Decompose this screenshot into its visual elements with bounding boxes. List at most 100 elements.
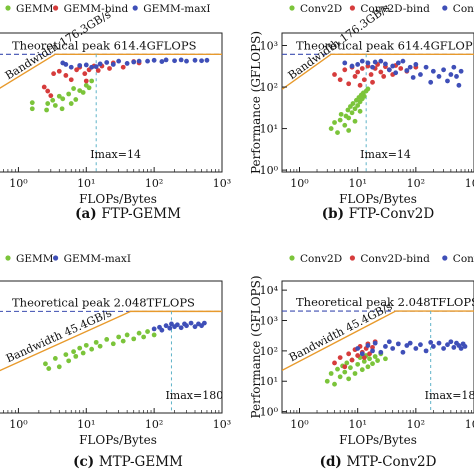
data-point xyxy=(352,74,358,79)
data-point xyxy=(445,342,450,348)
data-point xyxy=(410,75,416,80)
x-tick-label: 10⁰ xyxy=(290,418,309,431)
data-point xyxy=(357,108,363,114)
data-point xyxy=(386,67,392,73)
data-point xyxy=(178,57,184,63)
data-point xyxy=(66,91,72,97)
data-point xyxy=(46,366,52,371)
data-point xyxy=(365,343,371,348)
data-point xyxy=(97,343,103,349)
data-point xyxy=(172,58,177,64)
data-point xyxy=(365,60,371,66)
peak-label: Theoretical peak 2.048TFLOPS xyxy=(296,295,474,309)
data-point xyxy=(404,343,410,348)
data-point xyxy=(342,122,348,128)
data-point xyxy=(342,369,348,375)
x-tick-label: 10³ xyxy=(213,418,231,431)
data-point xyxy=(136,58,142,64)
data-point xyxy=(359,58,365,64)
data-point xyxy=(337,77,343,83)
series-gemm-maxi xyxy=(60,57,210,70)
caption-label: (b) xyxy=(322,206,349,222)
data-point xyxy=(370,64,375,70)
data-point xyxy=(413,346,419,351)
x-tick-label: 10² xyxy=(145,177,163,190)
panel-caption: (c) MTP-GEMM xyxy=(73,454,183,470)
data-point xyxy=(350,101,356,106)
data-point xyxy=(349,357,355,363)
data-point xyxy=(370,361,375,367)
y-tick-label: 10⁰ xyxy=(260,164,279,177)
data-point xyxy=(418,342,423,348)
data-point xyxy=(192,57,198,63)
data-point xyxy=(352,118,358,124)
data-point xyxy=(407,64,413,70)
data-point xyxy=(95,68,101,73)
y-tick-label: 10¹ xyxy=(260,123,278,136)
data-point xyxy=(45,101,51,106)
data-point xyxy=(335,366,340,372)
data-point xyxy=(355,103,361,108)
data-point xyxy=(413,62,419,67)
imax-label: Imax=14 xyxy=(90,148,141,161)
legend-entry: GEMM xyxy=(16,3,54,15)
data-point xyxy=(357,82,363,88)
data-point xyxy=(349,110,355,116)
data-point xyxy=(41,84,47,90)
x-tick-label: 10¹ xyxy=(348,177,366,190)
legend-entry: Conv2D xyxy=(300,3,342,15)
plot-content xyxy=(282,53,474,172)
data-point xyxy=(63,352,69,357)
data-point xyxy=(335,130,340,135)
data-point xyxy=(400,58,406,64)
data-point xyxy=(368,72,374,77)
caption-label: (a) xyxy=(75,206,101,222)
roofline-line xyxy=(282,310,474,372)
data-point xyxy=(68,64,74,70)
data-point xyxy=(120,338,126,344)
caption-label: (c) xyxy=(73,454,99,470)
data-point xyxy=(367,351,372,357)
data-point xyxy=(456,82,462,88)
data-point xyxy=(86,85,92,91)
caption-text: MTP-GEMM xyxy=(99,454,183,470)
data-point xyxy=(390,63,396,69)
data-point xyxy=(63,73,69,78)
data-point xyxy=(430,344,436,349)
data-point xyxy=(163,57,169,63)
data-point xyxy=(370,345,375,350)
data-point xyxy=(110,62,116,67)
series-conv2d-maxi xyxy=(355,339,468,357)
y-axis-label: Performance (GFLOPS) xyxy=(249,275,263,418)
y-tick-label: 10³ xyxy=(260,40,278,53)
data-point xyxy=(451,345,457,350)
data-point xyxy=(345,107,351,113)
x-tick-label: 10² xyxy=(407,177,425,190)
data-point xyxy=(60,96,66,102)
x-axis-label: FLOPs/Bytes xyxy=(339,433,417,447)
x-tick-label: 10¹ xyxy=(77,418,95,431)
data-point xyxy=(159,59,165,64)
data-point xyxy=(43,361,48,367)
bandwidth-label: Bandwidth 45.4GB/s xyxy=(4,306,114,365)
data-point xyxy=(359,66,365,71)
x-tick-label: 10² xyxy=(407,418,425,431)
data-point xyxy=(116,334,122,340)
caption-text: FTP-Conv2D xyxy=(349,206,435,222)
data-point xyxy=(136,330,142,336)
data-point xyxy=(367,356,372,362)
chart-panel-b: 10⁰ 10¹ 10² 10³ 10⁰ 10¹ 10² 10³ FLOPs/Bytes Perfo… xyxy=(249,1,474,222)
data-point xyxy=(441,67,446,73)
data-point xyxy=(383,61,388,67)
data-point xyxy=(359,367,365,373)
data-point xyxy=(418,72,423,77)
data-point xyxy=(458,68,464,74)
legend-marker xyxy=(5,255,11,261)
data-point xyxy=(120,64,126,70)
data-point xyxy=(110,341,116,347)
x-tick-label: 10³ xyxy=(465,418,474,431)
data-point xyxy=(328,371,334,376)
data-point xyxy=(436,340,442,346)
data-point xyxy=(378,69,384,75)
data-point xyxy=(332,72,337,77)
